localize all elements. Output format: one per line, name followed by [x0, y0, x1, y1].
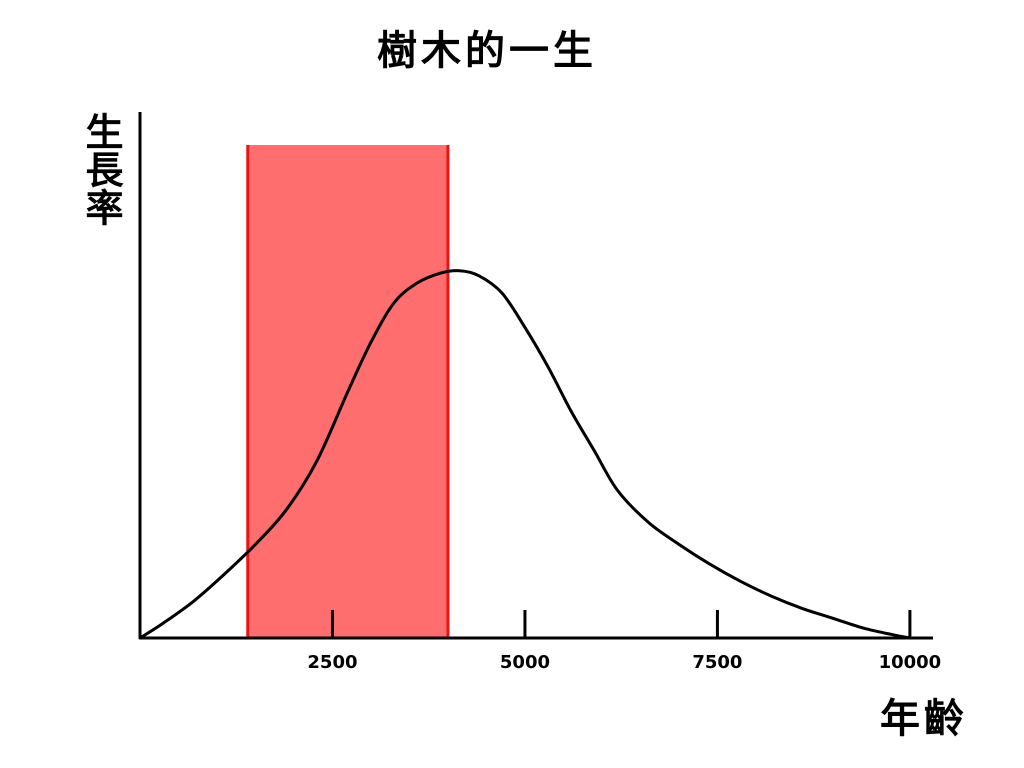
x-axis-label: 年齡 [880, 696, 968, 742]
x-tick-label: 5000 [500, 652, 550, 673]
x-ticks-group: 2500 5000 7500 10000 [307, 610, 941, 673]
x-tick-label: 10000 [879, 652, 942, 673]
axes-group [138, 112, 933, 640]
series-group [138, 269, 912, 640]
chart-title: 樹木的一生 [377, 28, 597, 74]
growth-curve-line [138, 269, 912, 640]
highlight-band-group [246, 145, 450, 638]
x-tick-label: 2500 [307, 652, 357, 673]
x-tick-label: 7500 [692, 652, 742, 673]
y-axis-label: 生長率 [79, 112, 123, 226]
